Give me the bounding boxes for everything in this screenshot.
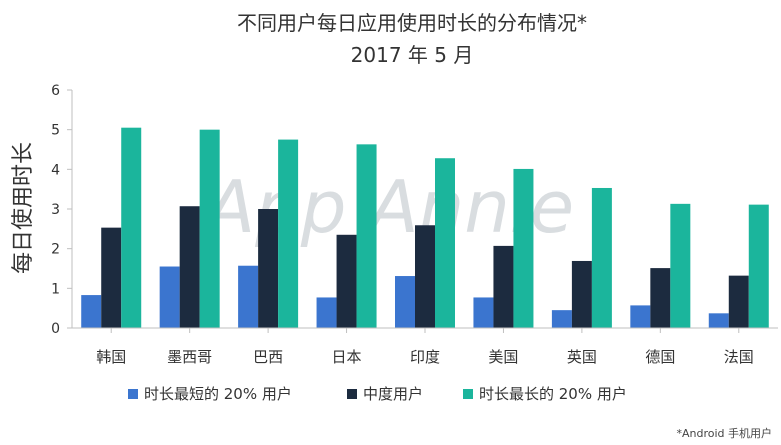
y-axis-label: 每日使用时长 [11, 142, 36, 274]
legend: 时长最短的 20% 用户 中度用户 时长最长的 20% 用户 [128, 385, 627, 403]
bar-2-9 [728, 275, 749, 328]
y-tick-label: 2 [51, 242, 60, 258]
x-tick-label: 印度 [410, 348, 440, 366]
bar-2-8 [650, 268, 671, 328]
bar-3-4 [356, 144, 377, 328]
x-tick-label: 美国 [488, 348, 518, 366]
y-axis: 0 1 2 3 4 5 6 [51, 83, 73, 337]
bar-1-2 [159, 266, 180, 328]
bar-2-1 [101, 227, 122, 328]
legend-swatch-1 [128, 389, 138, 399]
bar-1-8 [630, 305, 651, 328]
bar-1-3 [238, 265, 259, 328]
bars-group [81, 127, 769, 328]
legend-label-3: 时长最长的 20% 用户 [479, 385, 627, 403]
bar-3-6 [513, 168, 534, 328]
legend-swatch-3 [463, 389, 473, 399]
bar-3-9 [748, 204, 769, 328]
bar-1-5 [395, 276, 415, 328]
bar-2-6 [493, 245, 514, 328]
footnote: *Android 手机用户 [676, 426, 772, 440]
x-tick-label: 德国 [645, 348, 675, 366]
bar-2-4 [336, 234, 357, 328]
bar-1-7 [551, 310, 572, 328]
y-tick-label: 5 [51, 123, 60, 139]
x-tick-label: 英国 [567, 348, 597, 366]
bar-3-3 [278, 139, 299, 328]
bar-2-2 [179, 206, 200, 328]
x-tick-label: 墨西哥 [167, 348, 212, 366]
x-tick-label: 日本 [332, 348, 362, 366]
bar-1-1 [81, 295, 102, 328]
bar-2-3 [258, 209, 279, 328]
bar-3-2 [199, 129, 220, 328]
chart-title: 不同用户每日应用使用时长的分布情况* [237, 11, 587, 35]
y-tick-label: 1 [51, 281, 60, 297]
bar-3-7 [591, 187, 612, 328]
bar-2-5 [415, 225, 435, 328]
legend-label-2: 中度用户 [363, 385, 423, 403]
y-tick-label: 4 [51, 162, 60, 178]
bar-1-9 [708, 313, 729, 328]
bar-1-4 [316, 297, 337, 328]
y-tick-label: 3 [51, 202, 60, 218]
bar-3-5 [435, 158, 455, 328]
y-tick-label: 6 [51, 83, 60, 99]
x-axis: 韩国 墨西哥 巴西 日本 印度 美国 英国 德国 法国 [72, 327, 778, 366]
legend-label-1: 时长最短的 20% 用户 [144, 385, 292, 403]
bar-1-6 [473, 297, 494, 328]
x-tick-label: 巴西 [253, 348, 283, 366]
legend-swatch-2 [347, 389, 357, 399]
x-tick-label: 韩国 [96, 348, 126, 366]
x-tick-label: 法国 [724, 348, 754, 366]
bar-3-8 [670, 203, 691, 328]
y-tick-label: 0 [51, 321, 60, 337]
chart-subtitle: 2017 年 5 月 [351, 43, 474, 67]
bar-2-7 [571, 260, 592, 328]
bar-3-1 [121, 127, 142, 328]
